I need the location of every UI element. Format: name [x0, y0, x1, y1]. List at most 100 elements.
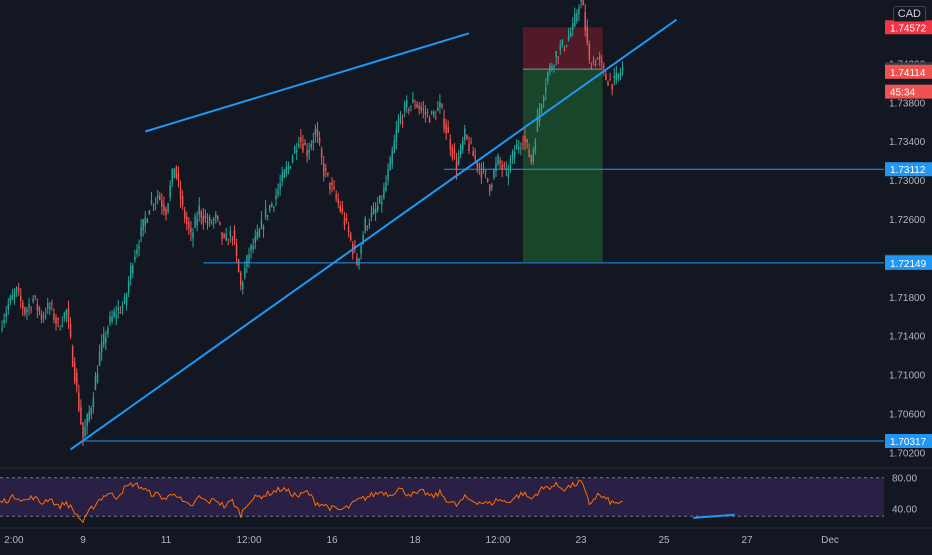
candle-body: [42, 316, 45, 318]
candle-body: [412, 99, 414, 103]
candle-body: [366, 226, 369, 228]
candle-body: [125, 293, 128, 305]
candle-body: [493, 170, 495, 178]
candle-body: [582, 0, 584, 6]
candle-body: [360, 245, 362, 255]
candle-body: [144, 217, 146, 226]
candle-body: [399, 116, 402, 121]
candle-body: [561, 39, 564, 46]
candle-body: [571, 22, 574, 30]
candle-body: [9, 296, 12, 303]
candle-body: [159, 195, 161, 200]
price-badge: [885, 84, 932, 99]
trendline-rising-support: [69, 18, 678, 451]
candle-body: [223, 234, 225, 238]
candle-body: [258, 228, 261, 237]
candle-body: [370, 212, 373, 218]
candle-body: [57, 318, 59, 321]
price-tick-label: 1.70200: [889, 448, 926, 459]
candle-body: [202, 216, 205, 223]
candle-body: [171, 168, 173, 184]
candle-body: [36, 304, 39, 310]
candle-body: [285, 166, 288, 174]
candle-body: [221, 231, 223, 239]
candle-body: [167, 203, 169, 212]
candle-body: [478, 163, 481, 168]
candle-body: [13, 292, 16, 297]
candle-body: [22, 302, 24, 309]
candle-body: [486, 177, 489, 182]
candle-body: [49, 306, 51, 309]
candle-body: [540, 104, 543, 111]
candle-body: [567, 36, 570, 41]
price-badge: [885, 162, 932, 177]
candle-body: [391, 150, 393, 164]
candle-body: [192, 232, 194, 239]
candle-body: [497, 155, 499, 164]
candle-body: [40, 313, 43, 320]
time-tick-label: 12:00: [236, 535, 261, 546]
candle-body: [312, 140, 315, 144]
candle-body: [557, 56, 559, 58]
candle-body: [318, 137, 321, 144]
candle-body: [300, 137, 302, 142]
candle-body: [88, 411, 90, 421]
candle-body: [385, 182, 387, 191]
candle-body: [246, 255, 248, 267]
candle-body: [277, 189, 279, 195]
candle-body: [146, 218, 149, 223]
candle-body: [505, 167, 508, 169]
candle-body: [507, 173, 510, 178]
candle-body: [420, 107, 422, 110]
candle-body: [15, 287, 18, 293]
candle-body: [179, 187, 182, 200]
candle-body: [169, 185, 171, 198]
candle-body: [208, 216, 211, 221]
candle-body: [260, 219, 263, 229]
price-tick-label: 1.73800: [889, 98, 926, 109]
candle-body: [381, 202, 383, 205]
candle-body: [175, 166, 178, 178]
candle-body: [165, 208, 167, 216]
candle-body: [46, 303, 49, 309]
candle-body: [503, 165, 505, 167]
candle-body: [138, 246, 140, 250]
price-badge-label: 1.72149: [890, 259, 927, 270]
candle-body: [302, 143, 304, 152]
candle-body: [482, 167, 485, 169]
candle-body: [86, 414, 88, 427]
candle-body: [379, 195, 381, 204]
candle-body: [526, 139, 528, 143]
candle-body: [464, 128, 466, 140]
candle-body: [119, 312, 122, 314]
candle-body: [499, 160, 501, 164]
candle-body: [563, 49, 566, 51]
candle-body: [584, 12, 586, 31]
candle-body: [588, 43, 591, 60]
candle-body: [594, 63, 597, 66]
currency-label[interactable]: CAD: [892, 6, 926, 22]
rsi-tick-label: 80.00: [892, 474, 917, 485]
candle-body: [459, 144, 462, 156]
candle-body: [603, 65, 605, 68]
candle-body: [453, 148, 456, 155]
candle-body: [296, 150, 298, 153]
candle-body: [530, 155, 532, 163]
candle-body: [65, 309, 68, 315]
price-badge: [885, 64, 932, 79]
candle-body: [403, 103, 406, 111]
candle-body: [173, 168, 176, 178]
candle-body: [619, 72, 622, 76]
candle-body: [293, 146, 296, 154]
candle-body: [333, 186, 335, 190]
candle-body: [455, 160, 458, 171]
candle-body: [186, 216, 188, 224]
candle-body: [26, 309, 28, 312]
rsi-line: [0, 479, 623, 524]
candle-body: [472, 151, 474, 157]
candle-body: [306, 149, 308, 157]
candle-body: [229, 231, 232, 237]
candle-body: [134, 256, 136, 261]
